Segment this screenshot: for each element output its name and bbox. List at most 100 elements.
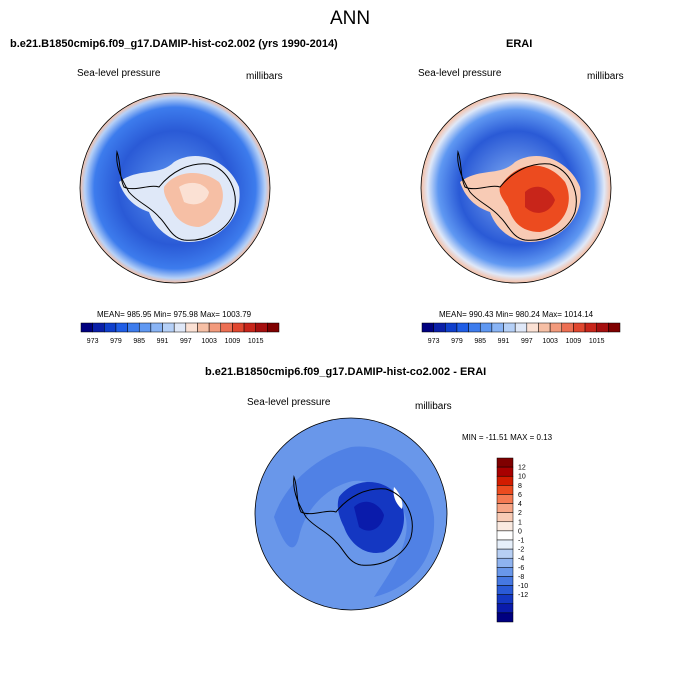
panel3-colorbar-box xyxy=(496,576,514,586)
panel2-colorbar-box xyxy=(514,322,528,333)
panel2-colorbar-box xyxy=(456,322,469,333)
panel1-colorbar-label: 973 xyxy=(87,338,99,345)
panel2-polar-map xyxy=(420,92,612,284)
panel1-variable-label: Sea-level pressure xyxy=(77,68,161,79)
panel2-colorbar-box xyxy=(584,322,597,333)
panel1-colorbar-label: 979 xyxy=(110,338,122,345)
panel1-colorbar-box xyxy=(220,322,233,333)
panel3-colorbar-box xyxy=(496,457,514,468)
panel2-colorbar-label: 1003 xyxy=(542,338,558,345)
panel2-colorbar-label: 979 xyxy=(451,338,463,345)
panel1-colorbar-label: 1003 xyxy=(201,338,217,345)
panel3-colorbar-box xyxy=(496,475,514,486)
panel3-colorbar-box xyxy=(496,567,514,577)
panel1-colorbar-box xyxy=(208,322,222,333)
panel2-stats: MEAN= 990.43 Min= 980.24 Max= 1014.14 xyxy=(439,310,594,319)
panel1-title: b.e21.B1850cmip6.f09_g17.DAMIP-hist-co2.… xyxy=(10,38,338,50)
panel1-colorbar-box xyxy=(232,322,245,333)
panel1-colorbar-box xyxy=(150,322,163,333)
panel1-colorbar-box xyxy=(243,322,256,333)
panel2-colorbar-box xyxy=(433,322,446,333)
panel3-strongest-negative xyxy=(354,501,384,531)
panel3-colorbar-label: 8 xyxy=(518,483,522,490)
panel2-colorbar-label: 997 xyxy=(521,338,533,345)
panel3-colorbar-label: 1 xyxy=(518,519,522,526)
panel3-colorbar-box xyxy=(496,466,514,477)
panel2-coastline xyxy=(457,150,577,241)
panel2-colorbar-label: 973 xyxy=(428,338,440,345)
panel1-colorbar-box xyxy=(173,322,187,333)
panel2-colorbar-box xyxy=(468,322,481,333)
panel1-colorbar-label: 997 xyxy=(180,338,192,345)
panel1-colorbar-box xyxy=(162,322,175,333)
panel2-title: ERAI xyxy=(506,38,533,50)
panel1-colorbar: 973 979 985 991 997 1003 1009 1015 xyxy=(80,322,280,345)
panel3-negative-band xyxy=(274,446,435,597)
panel1-colorbar-box xyxy=(138,322,152,333)
panel1-colorbar-box xyxy=(104,322,117,333)
panel1-colorbar-box xyxy=(115,322,128,333)
panel3-stats: MIN = -11.51 MAX = 0.13 xyxy=(462,433,553,442)
panel2-colorbar-box xyxy=(573,322,586,333)
panel3-title: b.e21.B1850cmip6.f09_g17.DAMIP-hist-co2.… xyxy=(205,366,487,378)
panel2-colorbar-box xyxy=(445,322,458,333)
panel3-colorbar-box xyxy=(496,548,514,559)
panel2-colorbar-label: 985 xyxy=(474,338,486,345)
panel3-colorbar-label: -1 xyxy=(518,538,524,545)
panel1-inner-high xyxy=(179,182,209,205)
main-title: ANN xyxy=(329,8,371,29)
panel1-polar-map xyxy=(79,92,271,284)
panel1-colorbar-label: 1009 xyxy=(225,338,241,345)
panel3-colorbar-box xyxy=(496,594,514,605)
panel2-colorbar-box xyxy=(596,322,609,333)
panel3-colorbar-box xyxy=(496,530,514,541)
panel1-colorbar-label: 985 xyxy=(133,338,145,345)
panel3-variable-label: Sea-level pressure xyxy=(247,397,331,408)
panel3-colorbar-box xyxy=(496,612,514,623)
panel1-colorbar-box xyxy=(267,322,280,333)
panel3-colorbar-box xyxy=(496,494,514,504)
panel1-coastline xyxy=(116,150,236,241)
panel3-colorbar-box xyxy=(496,521,514,532)
panel3-colorbar-box xyxy=(496,557,514,568)
panel1-units-label: millibars xyxy=(246,71,283,82)
panel3-colorbar-label: -12 xyxy=(518,592,528,599)
panel1-colorbar-box xyxy=(197,322,210,333)
panel2-colorbar: 973 979 985 991 997 1003 1009 1015 xyxy=(421,322,621,345)
panel2-variable-label: Sea-level pressure xyxy=(418,68,502,79)
panel3-colorbar-label: -4 xyxy=(518,556,524,563)
panel2-colorbar-box xyxy=(608,322,621,333)
panel3-colorbar-box xyxy=(496,485,514,495)
panel3-colorbar-label: -2 xyxy=(518,547,524,554)
panel3-colorbar-label: 2 xyxy=(518,510,522,517)
panel2-colorbar-box xyxy=(538,322,551,333)
panel2-colorbar-box xyxy=(491,322,504,333)
panel3-colorbar-box xyxy=(496,539,514,550)
panel3-polar-map xyxy=(254,417,448,611)
panel3-colorbar-label: -6 xyxy=(518,565,524,572)
panel2-colorbar-box xyxy=(479,322,493,333)
panel1-colorbar-box xyxy=(185,322,198,333)
panel1-colorbar-box xyxy=(127,322,140,333)
panel3-units-label: millibars xyxy=(415,401,452,412)
panel3-colorbar-box xyxy=(496,603,514,614)
panel1-colorbar-label: 991 xyxy=(157,338,169,345)
panel3-colorbar-box xyxy=(496,512,514,523)
panel2-colorbar-box xyxy=(421,322,434,333)
panel3-near-zero-patch xyxy=(393,487,403,509)
panel2-colorbar-box xyxy=(503,322,516,333)
panel3-colorbar-box xyxy=(496,585,514,595)
panel2-colorbar-box xyxy=(549,322,563,333)
panel3-colorbar-label: 0 xyxy=(518,528,522,535)
panel3-colorbar-label: 4 xyxy=(518,501,522,508)
panel1-colorbar-box xyxy=(80,322,93,333)
panel3-colorbar-label: -10 xyxy=(518,583,528,590)
panel2-units-label: millibars xyxy=(587,71,624,82)
panel2-colorbar-label: 1015 xyxy=(589,338,605,345)
panel3-colorbar-label: 6 xyxy=(518,492,522,499)
panel3-colorbar-label: 10 xyxy=(518,474,526,481)
panel1-stats: MEAN= 985.95 Min= 975.98 Max= 1003.79 xyxy=(97,310,252,319)
panel2-colorbar-label: 1009 xyxy=(566,338,582,345)
panel2-colorbar-box xyxy=(561,322,574,333)
